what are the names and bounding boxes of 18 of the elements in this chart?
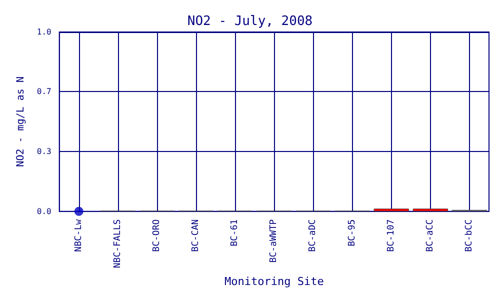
x-tick-label: BC-aWWTP [269, 218, 280, 263]
x-tick-label: BC-aCC [425, 219, 436, 252]
x-tick-label: BC-107 [386, 219, 396, 252]
y-tick-label: 0.3 [36, 147, 52, 156]
x-tick-label: BC-95 [347, 219, 358, 246]
x-tick-label: BC-61 [230, 219, 240, 246]
x-tick-label: NBC-Lw [74, 218, 84, 252]
x-tick-label: NBC-FALLS [112, 219, 123, 268]
y-tick-label: 0.7 [36, 87, 52, 96]
x-tick-label: BC-ORO [152, 219, 162, 252]
y-axis-title: NO2 - mg/L as N [16, 76, 26, 167]
x-tick-label: BC-bCC [464, 219, 474, 252]
x-tick-label: BC-aDC [308, 219, 318, 252]
y-tick-label: 1.0 [36, 28, 52, 36]
x-axis-title: Monitoring Site [224, 275, 324, 288]
x-tick-label: BC-CAN [191, 219, 202, 252]
chart-title: NO2 - July, 2008 [187, 14, 313, 29]
y-tick-label: 0.0 [36, 206, 52, 216]
